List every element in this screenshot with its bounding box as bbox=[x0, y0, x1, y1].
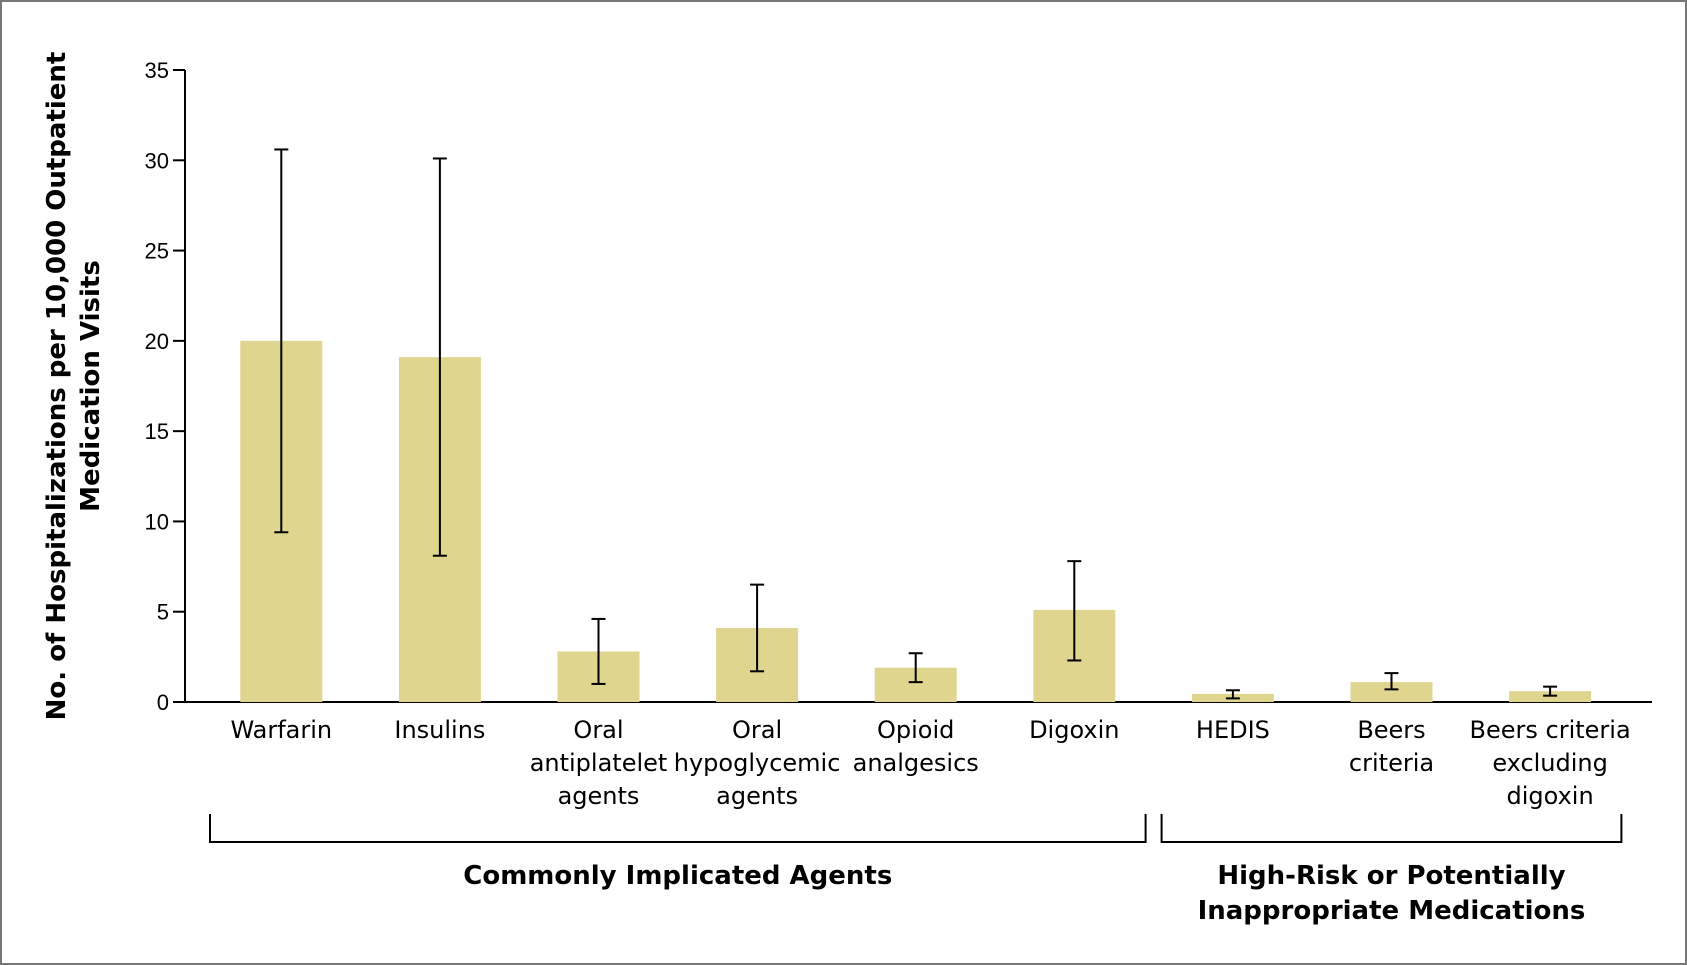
y-axis-label-line-1: No. of Hospitalizations per 10,000 Outpa… bbox=[42, 52, 72, 721]
x-tick-labels: Warfarin Insulins Oral antiplatelet agentsOr… bbox=[230, 716, 1630, 810]
x-tick-label-line: agents bbox=[716, 782, 798, 810]
x-tick-label-line: Insulins bbox=[394, 716, 485, 744]
group-label-line: Commonly Implicated Agents bbox=[463, 861, 892, 891]
x-tick-label: Warfarin bbox=[230, 716, 332, 744]
y-tick-label: 10 bbox=[145, 509, 169, 534]
group-bracket bbox=[209, 814, 1147, 843]
y-axis: 0 5 10 15 20 25 30 35 bbox=[145, 58, 1652, 715]
y-tick-label: 15 bbox=[145, 419, 169, 444]
group-label: Commonly Implicated Agents bbox=[463, 861, 892, 891]
group-bracket bbox=[1160, 814, 1623, 843]
x-tick-label: Insulins bbox=[394, 716, 485, 744]
x-tick-label: Oral hypoglycemic agents bbox=[674, 716, 841, 810]
y-tick-label: 25 bbox=[145, 239, 169, 264]
group-label-line: Inappropriate Medications bbox=[1198, 896, 1586, 926]
x-tick-label-line: Beers criteria bbox=[1470, 716, 1631, 744]
y-axis-label: No. of Hospitalizations per 10,000 Outpa… bbox=[42, 52, 106, 721]
x-tick-label-line: Warfarin bbox=[230, 716, 332, 744]
x-tick-label: Beers criteria bbox=[1349, 716, 1434, 777]
y-axis-label-line-2: Medication Visits bbox=[76, 260, 106, 512]
x-tick-label-line: hypoglycemic bbox=[674, 749, 841, 777]
bar bbox=[1350, 682, 1433, 702]
x-tick-label: Opioid analgesics bbox=[853, 716, 979, 777]
x-tick-label-line: Digoxin bbox=[1029, 716, 1119, 744]
x-tick-label: Digoxin bbox=[1029, 716, 1119, 744]
x-tick-label-line: agents bbox=[558, 782, 640, 810]
x-tick-label-line: Oral bbox=[732, 716, 782, 744]
group-label: High-Risk or Potentially Inappropriate Me… bbox=[1198, 861, 1586, 926]
y-tick-label: 5 bbox=[157, 600, 169, 625]
group-label-line: High-Risk or Potentially bbox=[1217, 861, 1565, 891]
x-tick-label-line: digoxin bbox=[1507, 782, 1594, 810]
x-tick-label-line: criteria bbox=[1349, 749, 1434, 777]
x-tick-label: Beers criteria excluding digoxin bbox=[1470, 716, 1631, 810]
error-bars bbox=[274, 148, 1558, 700]
x-tick-label-line: analgesics bbox=[853, 749, 979, 777]
category-groups: Commonly Implicated Agents High-Risk or P… bbox=[209, 814, 1623, 926]
x-tick-label-line: excluding bbox=[1492, 749, 1608, 777]
x-tick-label-line: Beers bbox=[1357, 716, 1425, 744]
y-tick-label: 30 bbox=[145, 148, 169, 173]
x-tick-label: HEDIS bbox=[1196, 716, 1270, 744]
x-tick-label: Oral antiplatelet agents bbox=[530, 716, 668, 810]
y-tick-label: 35 bbox=[145, 58, 169, 83]
x-tick-label-line: HEDIS bbox=[1196, 716, 1270, 744]
x-tick-label-line: antiplatelet bbox=[530, 749, 668, 777]
bars bbox=[240, 340, 1592, 702]
y-tick-label: 0 bbox=[157, 690, 169, 715]
x-tick-label-line: Oral bbox=[573, 716, 623, 744]
y-tick-label: 20 bbox=[145, 329, 169, 354]
x-tick-label-line: Opioid bbox=[877, 716, 954, 744]
